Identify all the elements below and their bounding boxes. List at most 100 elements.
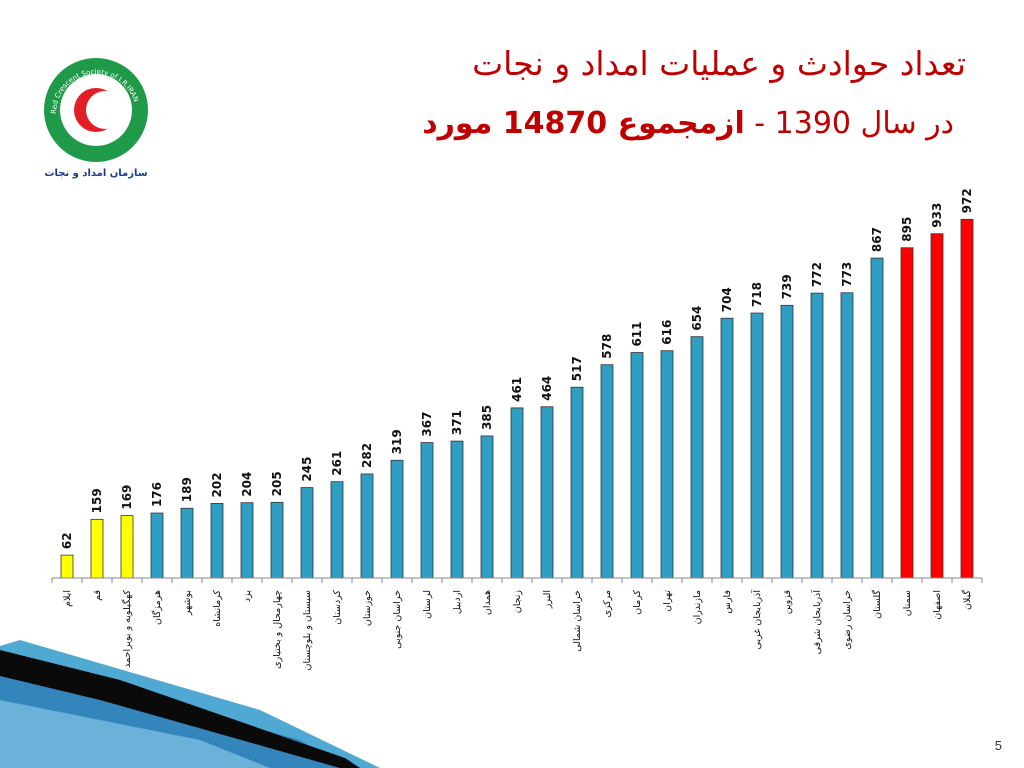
value-label-23: 704 (720, 287, 734, 312)
bar-18 (570, 386, 584, 579)
logo: Red Crescent Society of I.R.IRAN سازمان … (40, 54, 152, 180)
page-number: 5 (994, 738, 1002, 753)
category-label-21: تهران (662, 590, 673, 612)
bar-23 (720, 317, 734, 579)
bar-4 (150, 512, 164, 579)
category-label-18: خراسان شمالی (572, 590, 583, 652)
value-label-10: 261 (330, 451, 344, 476)
bar-28 (870, 257, 884, 579)
bar-17 (540, 406, 554, 579)
bar-16 (510, 407, 524, 579)
title-year-part: در سال 1390 - (744, 106, 954, 141)
category-label-29: سمنان (902, 590, 913, 616)
bar-20 (630, 352, 644, 579)
category-label-14: اردبیل (452, 590, 463, 614)
category-labels-group: ایلام قم کهگیلویه و بویراحمد هرمزگان بوشهر کر… (62, 590, 973, 671)
value-label-5: 189 (180, 477, 194, 502)
value-label-28: 867 (870, 227, 884, 252)
category-label-7: یزد (242, 590, 253, 602)
category-label-13: لرستان (422, 590, 433, 619)
category-label-25: قزوین (782, 590, 793, 614)
bar-7 (240, 502, 254, 579)
value-label-3: 169 (120, 485, 134, 510)
category-label-5: بوشهر (182, 590, 193, 616)
category-label-11: خوزستان (362, 590, 373, 626)
value-label-24: 718 (750, 282, 764, 307)
category-label-9: سیستان و بلوچستان (302, 590, 313, 670)
value-label-21: 616 (660, 320, 674, 345)
category-label-12: خراسان جنوبی (392, 590, 403, 649)
bar-2 (90, 518, 104, 579)
value-label-13: 367 (420, 412, 434, 437)
bar-5 (180, 507, 194, 579)
category-label-30: اصفهان (932, 590, 943, 620)
bar-19 (600, 364, 614, 579)
category-label-20: کرمان (632, 590, 643, 615)
value-label-29: 895 (900, 217, 914, 242)
bar-31 (960, 218, 974, 579)
bar-26 (810, 292, 824, 579)
category-label-24: آذربایجان غربی (750, 590, 763, 650)
value-label-30: 933 (930, 203, 944, 228)
value-label-17: 464 (540, 376, 554, 401)
bar-3 (120, 515, 134, 579)
value-label-6: 202 (210, 472, 224, 497)
category-label-27: خراسان رضوی (842, 590, 853, 650)
category-label-26: آذربایجان شرقی (810, 590, 823, 655)
value-label-16: 461 (510, 377, 524, 402)
category-label-2: قم (92, 590, 103, 601)
value-label-20: 611 (630, 321, 644, 346)
value-label-4: 176 (150, 482, 164, 507)
value-label-7: 204 (240, 472, 254, 497)
red-crescent-icon (74, 88, 124, 132)
category-label-6: کرمانشاه (212, 590, 223, 627)
bar-6 (210, 503, 224, 579)
value-label-15: 385 (480, 405, 494, 430)
value-label-31: 972 (960, 188, 974, 213)
category-label-16: زنجان (512, 590, 523, 614)
category-label-19: مرکزی (602, 590, 613, 618)
value-label-22: 654 (690, 306, 704, 331)
bar-12 (390, 459, 404, 579)
bar-15 (480, 435, 494, 579)
bar-27 (840, 292, 854, 579)
logo-caption: سازمان امداد و نجات (44, 168, 147, 179)
value-label-9: 245 (300, 457, 314, 482)
category-label-10: کردستان (332, 590, 343, 625)
title-total-part: ازمجموع 14870 مورد (422, 106, 745, 141)
value-label-26: 772 (810, 262, 824, 287)
decorative-swoosh (0, 640, 380, 768)
value-label-27: 773 (840, 262, 854, 287)
slide-title-line2: در سال 1390 - ازمجموع 14870 مورد (422, 106, 954, 141)
bar-30 (930, 233, 944, 579)
category-label-17: البرز (542, 590, 553, 609)
value-labels-group: 62 159 169 176 189 202 204 205 245 261 282 319 367 37… (60, 188, 974, 549)
bar-14 (450, 440, 464, 579)
value-label-25: 739 (780, 274, 794, 299)
category-label-1: ایلام (62, 590, 73, 607)
category-label-23: فارس (722, 590, 733, 614)
bar-9 (300, 487, 314, 579)
category-label-28: گلستان (871, 590, 883, 619)
bar-24 (750, 312, 764, 579)
category-label-15: همدان (482, 590, 493, 615)
value-label-14: 371 (450, 410, 464, 435)
value-label-18: 517 (570, 356, 584, 381)
bar-22 (690, 336, 704, 579)
bar-21 (660, 350, 674, 579)
bar-29 (900, 247, 914, 579)
value-label-19: 578 (600, 334, 614, 359)
category-label-4: هرمزگان (151, 590, 163, 625)
bar-25 (780, 304, 794, 579)
bar-11 (360, 473, 374, 579)
value-label-2: 159 (90, 488, 104, 513)
category-label-3: کهگیلویه و بویراحمد (121, 590, 133, 668)
value-label-8: 205 (270, 471, 284, 496)
value-label-12: 319 (390, 429, 404, 454)
bar-1 (60, 554, 74, 579)
category-label-22: مازندران (692, 590, 703, 624)
value-label-11: 282 (360, 443, 374, 468)
category-label-31: گیلان (961, 590, 973, 611)
category-label-8: چهارمحال و بختیاری (272, 590, 283, 669)
